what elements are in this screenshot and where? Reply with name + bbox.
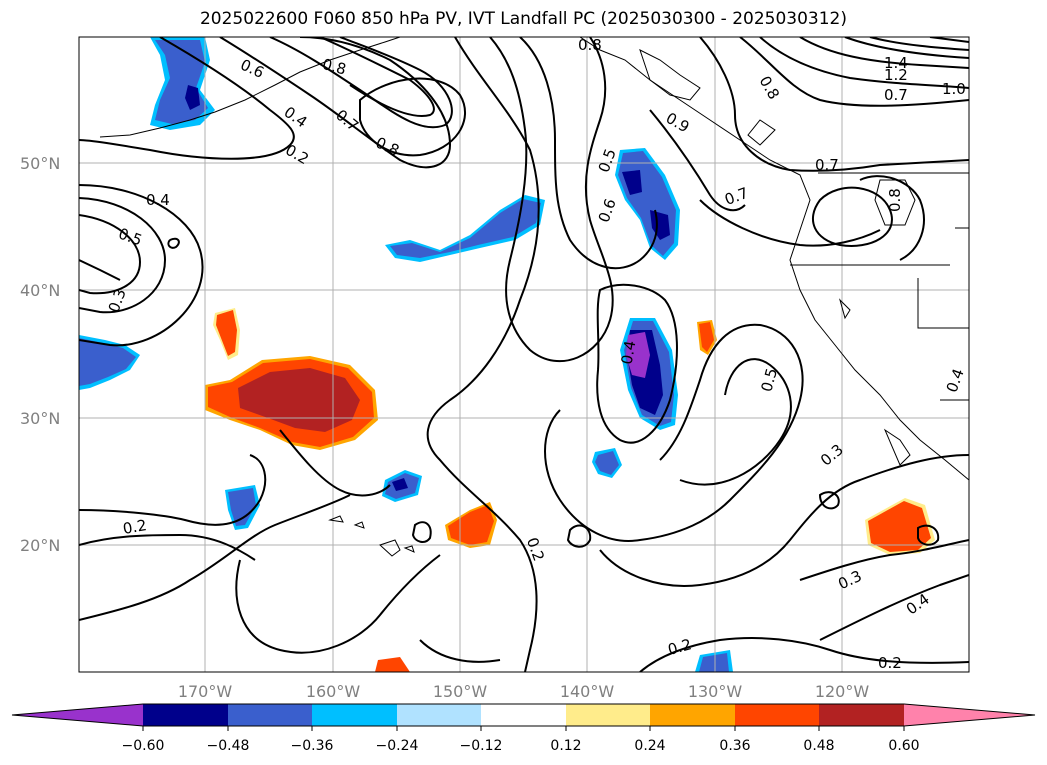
lat-tick-label: 40°N xyxy=(20,281,60,300)
contour-label: 1.2 xyxy=(884,66,908,84)
contour-label: 1.0 xyxy=(942,80,966,98)
colorbar: −0.60 −0.48 −0.36 −0.24 −0.12 0.12 0.24 … xyxy=(11,703,1036,754)
contour-label: 0.7 xyxy=(815,156,839,174)
contour-label: 0.4 xyxy=(146,191,170,209)
colorbar-tick-label: −0.48 xyxy=(207,738,250,754)
colorbar-extend-low xyxy=(12,704,143,726)
colorbar-tick-label: 0.24 xyxy=(634,738,665,754)
colorbar-segment xyxy=(819,704,904,726)
map-title: 2025022600 F060 850 hPa PV, IVT Landfall… xyxy=(199,9,847,29)
colorbar-segment xyxy=(228,704,312,726)
colorbar-segment xyxy=(481,704,566,726)
colorbar-segment xyxy=(650,704,735,726)
contour-label: 0.8 xyxy=(320,55,348,79)
contour-label: 0.2 xyxy=(121,516,148,538)
colorbar-tick-label: −0.12 xyxy=(460,738,503,754)
lon-tick-label: 150°W xyxy=(433,682,488,701)
lon-tick-label: 130°W xyxy=(688,682,743,701)
coastlines xyxy=(99,37,969,557)
colorbar-tick-label: −0.60 xyxy=(122,738,165,754)
colorbar-segment xyxy=(143,704,228,726)
colorbar-tick-label: 0.36 xyxy=(719,738,750,754)
colorbar-tick-label: 0.12 xyxy=(550,738,581,754)
map-frame xyxy=(78,36,970,673)
contour-label: 0.8 xyxy=(578,36,602,54)
lon-tick-label: 170°W xyxy=(178,682,233,701)
colorbar-extend-high xyxy=(904,704,1035,726)
contour-label: 0.5 xyxy=(757,366,781,394)
lat-axis: 50°N 40°N 30°N 20°N xyxy=(20,154,60,555)
contour-label: 1.4 xyxy=(884,54,908,72)
contours xyxy=(79,37,969,672)
colorbar-tick-label: −0.36 xyxy=(291,738,334,754)
lon-tick-label: 140°W xyxy=(560,682,615,701)
lon-tick-label: 120°W xyxy=(815,682,870,701)
lon-axis: 170°W 160°W 150°W 140°W 130°W 120°W xyxy=(178,682,870,701)
contour-label: 0.4 xyxy=(618,339,640,366)
anomaly-fills xyxy=(79,37,935,672)
contour-label: 0.2 xyxy=(878,654,902,672)
colorbar-segment xyxy=(566,704,650,726)
colorbar-segment xyxy=(312,704,397,726)
colorbar-tick-label: 0.48 xyxy=(803,738,834,754)
lon-tick-label: 160°W xyxy=(306,682,361,701)
colorbar-segment xyxy=(397,704,481,726)
map-plot-area: 0.6 0.8 0.4 0.7 0.2 0.8 0.8 0.4 0.5 0.3 … xyxy=(79,36,969,672)
colorbar-tick-label: 0.60 xyxy=(888,738,919,754)
colorbar-segment xyxy=(735,704,819,726)
lat-tick-label: 30°N xyxy=(20,409,60,428)
lat-tick-label: 20°N xyxy=(20,536,60,555)
contour-label: 0.2 xyxy=(666,635,694,659)
lat-tick-label: 50°N xyxy=(20,154,60,173)
colorbar-tick-label: −0.24 xyxy=(376,738,419,754)
contour-label: 0.7 xyxy=(884,86,908,104)
contour-label: 0.8 xyxy=(886,188,904,212)
